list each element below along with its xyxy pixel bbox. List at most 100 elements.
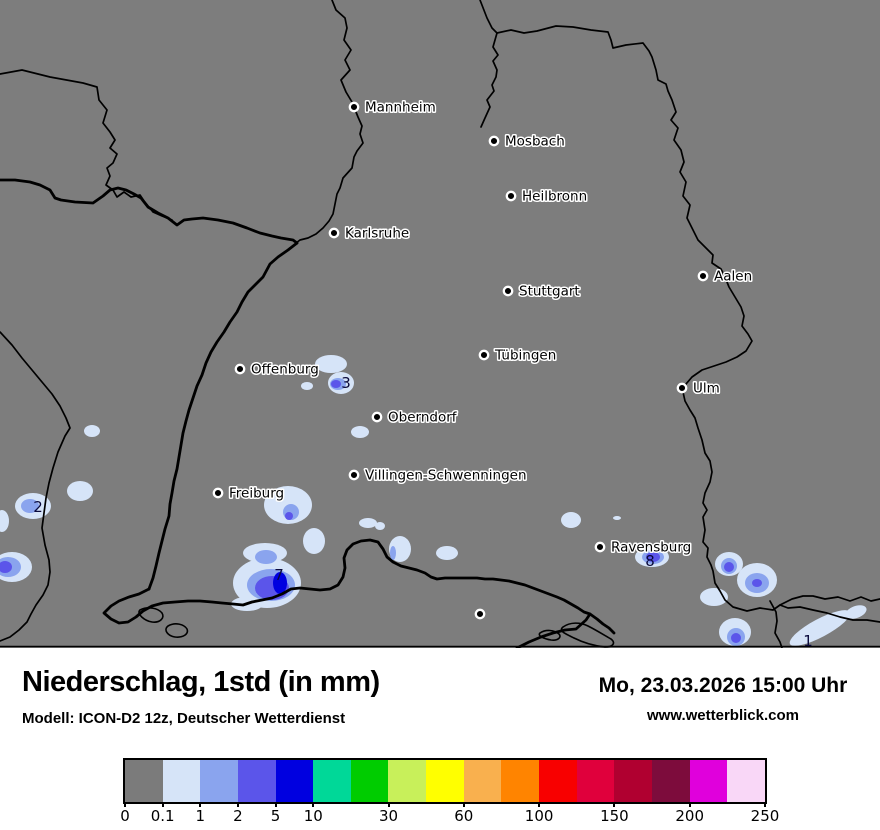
legend-tick-label: 2 [233, 807, 243, 825]
max-value-label: 7 [274, 566, 284, 584]
legend-color-segment [200, 760, 238, 802]
max-value-label: 1 [803, 632, 813, 648]
city-marker-villingen-schwenningen: Villingen-Schwenningen [348, 466, 528, 485]
legend-color-bar [123, 758, 767, 804]
city-label: Ravensburg [611, 540, 691, 556]
city-dot [474, 608, 486, 620]
legend-color-segment [463, 760, 502, 802]
website-url: www.wetterblick.com [647, 707, 799, 724]
city-marker-freiburg: Freiburg [212, 484, 286, 503]
legend-tick-label: 5 [270, 807, 281, 825]
map-svg: Mannheim Mosbach Heilbronn Karlsruhe Aalen St… [0, 0, 880, 648]
legend-color-segment [689, 760, 728, 802]
legend-tick-label: 200 [675, 807, 705, 825]
legend-tick-mark [462, 802, 465, 807]
legend-color-segment [426, 760, 464, 802]
legend-tick-label: 150 [600, 807, 629, 825]
city-marker-oberndorf: Oberndorf [371, 408, 459, 427]
lake-constance-outline [138, 607, 615, 648]
state-border-lines [0, 0, 880, 648]
legend-tick-mark [387, 802, 390, 807]
model-info: Modell: ICON-D2 12z, Deutscher Wetterdie… [22, 710, 346, 727]
legend-tick-label: 1 [195, 807, 206, 825]
city-dot [478, 349, 490, 361]
city-marker-ulm: Ulm [676, 379, 721, 398]
legend-color-segment [237, 760, 276, 802]
legend-tick-mark [161, 802, 164, 807]
header-right: Mo, 23.03.2026 15:00 Uhr www.wetterblick… [556, 648, 880, 724]
forecast-datetime: Mo, 23.03.2026 15:00 Uhr [598, 674, 848, 697]
legend-tick-mark [312, 802, 315, 807]
city-label: Karlsruhe [345, 226, 409, 242]
city-dot [697, 270, 709, 282]
city-label: Tübingen [494, 348, 556, 364]
city-dot [234, 363, 246, 375]
city-label: Ulm [693, 381, 720, 397]
legend-color-segment [501, 760, 540, 802]
legend-tick-mark [124, 802, 126, 807]
legend-tick-mark [236, 802, 239, 807]
city-dot [502, 285, 514, 297]
city-dot [371, 411, 383, 423]
city-marker-t-bingen: Tübingen [478, 346, 558, 365]
legend-tick-label: 30 [378, 807, 399, 825]
max-value-label: 2 [33, 498, 43, 516]
city-label: Villingen-Schwenningen [365, 468, 527, 484]
city-marker-stuttgart: Stuttgart [502, 282, 581, 301]
city-dot [348, 101, 360, 113]
city-marker-karlsruhe: Karlsruhe [328, 224, 411, 243]
legend-color-segment [350, 760, 389, 802]
city-label: Oberndorf [388, 410, 458, 426]
city-markers-layer: Mannheim Mosbach Heilbronn Karlsruhe Aalen St… [212, 98, 754, 620]
legend-color-segment [614, 760, 652, 802]
city-label: Heilbronn [522, 189, 587, 205]
title-bar: Niederschlag, 1std (in mm) Modell: ICON-… [0, 648, 880, 745]
city-marker-offenburg: Offenburg [234, 360, 320, 379]
legend-tick-label: 100 [524, 807, 554, 825]
max-value-label: 8 [645, 552, 655, 570]
legend-tick-label: 250 [750, 807, 780, 825]
city-label: Mannheim [365, 100, 436, 116]
city-dot [594, 541, 606, 553]
city-marker-mannheim: Mannheim [348, 98, 437, 117]
legend-tick-mark [538, 802, 541, 807]
city-dot [676, 382, 688, 394]
city-dot [328, 227, 340, 239]
city-dot [488, 135, 500, 147]
legend-color-segment [388, 760, 427, 802]
legend-tick-label: 0.1 [150, 807, 175, 825]
legend-tick-mark [613, 802, 616, 807]
map-background [0, 0, 880, 648]
precip-areas-heavy [273, 572, 287, 594]
city-marker-mosbach: Mosbach [488, 132, 566, 151]
page-title: Niederschlag, 1std (in mm) [22, 666, 380, 698]
city-marker-heilbronn: Heilbronn [505, 187, 589, 206]
city-label: Offenburg [251, 362, 319, 378]
legend-tick-label: 0 [120, 807, 130, 825]
city-dot [505, 190, 517, 202]
legend-color-segment [539, 760, 577, 802]
map-area: Mannheim Mosbach Heilbronn Karlsruhe Aalen St… [0, 0, 880, 648]
legend-color-segment [727, 760, 765, 802]
legend-tick-mark [688, 802, 691, 807]
city-label: Aalen [714, 269, 752, 285]
city-label: Mosbach [505, 134, 565, 150]
city-marker [474, 608, 486, 620]
city-marker-ravensburg: Ravensburg [594, 538, 693, 557]
legend-tick-mark [764, 802, 766, 807]
city-label: Freiburg [229, 486, 284, 502]
legend-color-segment [125, 760, 163, 802]
legend-color-segment [162, 760, 201, 802]
legend-color-segment [651, 760, 690, 802]
legend-tick-mark [199, 802, 202, 807]
legend-tick-label: 60 [454, 807, 474, 825]
legend-color-segment [313, 760, 351, 802]
city-marker-aalen: Aalen [697, 267, 754, 286]
legend-tick-mark [274, 802, 277, 807]
legend-tick-label: 10 [303, 807, 323, 825]
max-value-labels-layer: 2 3 7 8 1 [33, 374, 813, 648]
legend: 0 0.1 1 2 5 10 30 60 100 150 200 250 [0, 745, 880, 830]
city-label: Stuttgart [519, 284, 580, 300]
city-dot [212, 487, 224, 499]
